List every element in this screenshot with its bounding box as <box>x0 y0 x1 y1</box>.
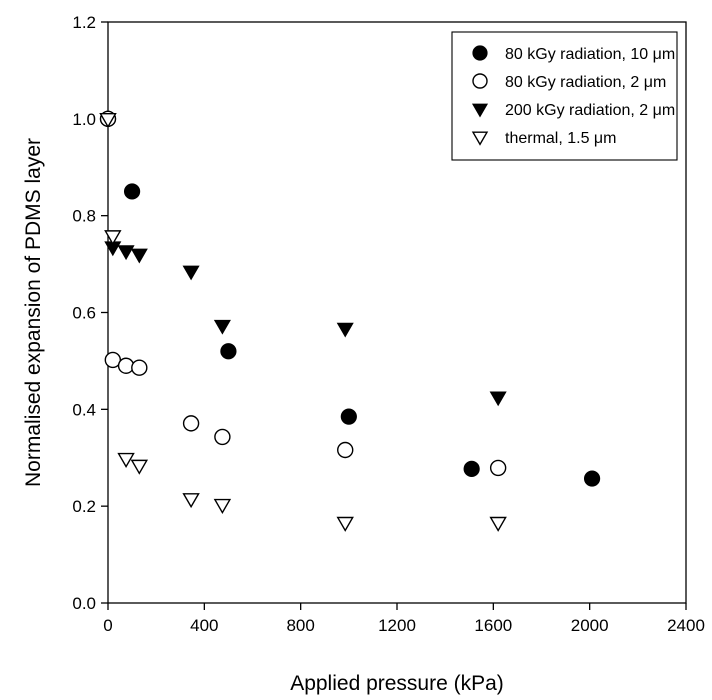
legend-marker <box>472 45 488 61</box>
data-point <box>489 516 507 532</box>
legend: 80 kGy radiation, 10 μm 80 kGy radiation,… <box>451 31 678 161</box>
x-tick-label: 1200 <box>378 616 416 635</box>
data-point <box>130 459 149 475</box>
legend-entry: 200 kGy radiation, 2 μm <box>505 102 675 119</box>
y-tick-label: 1.0 <box>72 110 96 129</box>
x-tick-label: 0 <box>103 616 112 635</box>
legend-entry: thermal, 1.5 μm <box>505 130 616 147</box>
y-tick-label: 1.2 <box>72 13 96 32</box>
x-tick-label: 400 <box>190 616 218 635</box>
y-tick-label: 0.4 <box>72 400 96 419</box>
x-axis: 0 400 800 1200 1600 2000 2400 <box>103 603 705 635</box>
data-point <box>336 322 354 338</box>
data-point <box>463 460 480 477</box>
data-point <box>117 245 135 261</box>
data-point <box>182 493 200 509</box>
data-point <box>220 343 237 360</box>
data-point <box>213 319 231 335</box>
x-tick-label: 1600 <box>474 616 512 635</box>
y-tick-label: 0.6 <box>72 304 96 323</box>
data-point <box>104 230 122 246</box>
data-point <box>182 415 200 432</box>
x-tick-label: 2400 <box>667 616 705 635</box>
legend-box <box>451 31 678 161</box>
x-tick-label: 800 <box>286 616 314 635</box>
data-point <box>489 391 507 407</box>
data-point <box>340 408 357 425</box>
data-point <box>337 441 354 459</box>
y-axis: 0.0 0.2 0.4 0.6 0.8 1.0 1.2 <box>72 13 108 613</box>
data-point <box>336 516 354 532</box>
legend-marker <box>471 103 489 118</box>
y-axis-label: Normalised expansion of PDMS layer <box>22 138 45 487</box>
y-tick-label: 0.8 <box>72 207 96 226</box>
data-point <box>130 248 148 264</box>
data-point <box>214 428 231 446</box>
data-point <box>117 452 135 468</box>
x-axis-label: Applied pressure (kPa) <box>290 672 504 695</box>
data-point <box>131 359 148 376</box>
data-points <box>99 110 601 532</box>
legend-marker <box>472 73 488 89</box>
y-tick-label: 0.0 <box>72 594 96 613</box>
legend-marker <box>471 131 489 146</box>
data-point <box>583 470 601 487</box>
x-tick-label: 2000 <box>571 616 609 635</box>
legend-entry: 80 kGy radiation, 10 μm <box>505 46 675 63</box>
data-point <box>117 357 135 374</box>
data-point <box>489 459 507 477</box>
data-point <box>99 113 117 129</box>
data-point <box>182 265 200 281</box>
data-point <box>213 498 232 514</box>
data-point <box>123 183 141 200</box>
legend-entry: 80 kGy radiation, 2 μm <box>505 74 666 91</box>
y-tick-label: 0.2 <box>72 497 96 516</box>
